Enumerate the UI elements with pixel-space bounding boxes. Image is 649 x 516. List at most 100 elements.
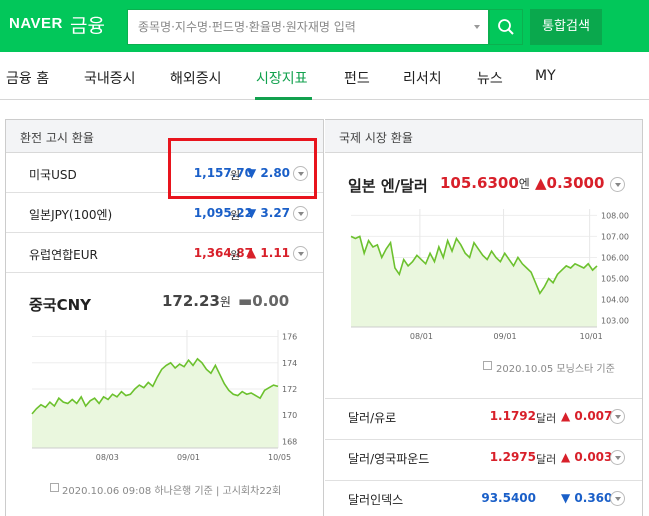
nav-market-indicators[interactable]: 시장지표: [256, 71, 308, 87]
expand-chevron-icon[interactable]: [610, 177, 625, 192]
nav-news[interactable]: 뉴스: [477, 71, 503, 87]
intl-name: 달러/영국파운드: [348, 452, 430, 466]
area-fill: [32, 358, 278, 448]
x-tick-label: 08/03: [96, 453, 119, 462]
expand-chevron-icon[interactable]: [293, 206, 308, 221]
exchange-footnote: 2020.10.06 09:08 하나은행 기준 | 고시회차22회: [62, 486, 282, 497]
intl-row-dollar-index[interactable]: 달러인덱스 93.5400 ▼ 0.3600: [325, 480, 642, 515]
nav-domestic-market[interactable]: 국내증시: [84, 71, 136, 87]
up-arrow-icon: ▲: [561, 409, 571, 423]
y-tick-label: 104.00: [601, 296, 629, 305]
featured-intl-name[interactable]: 일본 엔/달러: [348, 177, 428, 195]
rate-value: 1,157.70: [193, 166, 253, 180]
rate-row-jpy[interactable]: 일본JPY(100엔) 1,095.22 원 ▼ 3.27: [6, 194, 323, 233]
document-icon: [50, 483, 59, 492]
international-rate-panel: 국제 시장 환율 일본 엔/달러 105.6300엔 ▲0.3000 103.0…: [325, 119, 643, 516]
search-input[interactable]: [138, 10, 458, 44]
y-tick-label: 103.00: [601, 317, 629, 326]
y-tick-label: 108.00: [601, 211, 629, 220]
top-header: NAVER 금융 통합검색: [0, 0, 649, 52]
rate-row-eur[interactable]: 유럽연합EUR 1,364.87 원 ▲ 1.11: [6, 234, 323, 273]
x-tick-label: 08/01: [410, 332, 433, 341]
y-tick-label: 172: [282, 385, 297, 394]
x-tick-label: 09/01: [177, 453, 200, 462]
rate-change: ▼ 3.27: [247, 206, 291, 220]
flat-icon: ▬: [238, 292, 253, 310]
jpy-chart: 103.00 104.00 105.00 106.00 107.00 108.00 08/0…: [350, 209, 629, 341]
down-arrow-icon: ▼: [247, 206, 257, 220]
search-box: [127, 9, 489, 45]
intl-value: 93.5400: [481, 491, 536, 505]
expand-chevron-icon[interactable]: [610, 409, 625, 424]
y-tick-label: 168: [282, 437, 297, 446]
down-arrow-icon: ▼: [561, 491, 571, 505]
rate-value: 1,364.87: [193, 246, 253, 260]
y-tick-label: 176: [282, 333, 297, 342]
featured-currency-name[interactable]: 중국CNY: [29, 296, 92, 314]
nav-my[interactable]: MY: [535, 68, 556, 84]
search-dropdown-icon[interactable]: [474, 25, 480, 29]
exchange-rate-title: 환전 고시 환율: [6, 120, 323, 153]
intl-unit: 달러: [536, 412, 557, 425]
y-tick-label: 174: [282, 359, 297, 368]
intl-value: 1.2975: [489, 450, 536, 464]
intl-row-eur[interactable]: 달러/유로 1.1792 달러 ▲ 0.0077: [325, 398, 642, 433]
x-tick-label: 10/05: [268, 453, 291, 462]
expand-chevron-icon[interactable]: [610, 450, 625, 465]
rate-unit: 원: [230, 209, 241, 222]
intl-value: 1.1792: [489, 409, 536, 423]
intl-footnote: 2020.10.05 모닝스타 기준: [496, 364, 615, 375]
series-line: [350, 235, 598, 295]
intl-row-gbp[interactable]: 달러/영국파운드 1.2975 달러 ▲ 0.0039: [325, 439, 642, 474]
up-arrow-icon: ▲: [561, 450, 571, 464]
area-fill: [351, 236, 597, 327]
featured-intl-change: ▲0.3000: [535, 174, 605, 192]
naver-logo[interactable]: NAVER: [9, 15, 63, 32]
nav-research[interactable]: 리서치: [403, 71, 442, 87]
up-arrow-icon: ▲: [535, 174, 547, 192]
rate-unit: 원: [230, 249, 241, 262]
intl-change: ▲ 0.0077: [561, 409, 621, 423]
intl-change: ▼ 0.3600: [561, 491, 621, 505]
nav-fund[interactable]: 펀드: [344, 71, 370, 87]
search-button[interactable]: [489, 9, 523, 45]
rate-name: 일본JPY(100엔): [29, 208, 113, 222]
rate-name: 미국USD: [29, 168, 77, 182]
exchange-rate-panel: 환전 고시 환율 미국USD 1,157.70 원 ▼ 2.80 일본JPY(1…: [5, 119, 324, 516]
y-tick-label: 106.00: [601, 253, 629, 262]
expand-chevron-icon[interactable]: [293, 166, 308, 181]
nav-finance-home[interactable]: 금융 홈: [6, 71, 50, 87]
main-nav: 금융 홈 국내증시 해외증시 시장지표 펀드 리서치 뉴스 MY: [0, 52, 649, 100]
featured-intl-value: 105.6300엔: [440, 174, 530, 192]
rate-change: ▲ 1.11: [247, 246, 291, 260]
rate-value: 1,095.22: [193, 206, 253, 220]
total-search-button[interactable]: 통합검색: [530, 9, 602, 45]
intl-change: ▲ 0.0039: [561, 450, 621, 464]
up-arrow-icon: ▲: [247, 246, 257, 260]
document-icon: [483, 361, 492, 370]
y-tick-label: 170: [282, 411, 297, 420]
international-rate-title: 국제 시장 환율: [325, 120, 642, 153]
highlight-box: [168, 138, 317, 199]
x-tick-label: 09/01: [494, 332, 517, 341]
intl-name: 달러인덱스: [348, 493, 404, 507]
y-tick-label: 107.00: [601, 232, 629, 241]
featured-currency-change: ▬0.00: [238, 292, 290, 310]
rate-change: ▼ 2.80: [247, 166, 291, 180]
finance-logo[interactable]: 금융: [70, 15, 105, 37]
cny-chart: 168 170 172 174 176 08/03 09/01 10/05: [31, 330, 297, 462]
intl-unit: 달러: [536, 453, 557, 466]
search-icon: [498, 19, 514, 35]
rate-row-usd[interactable]: 미국USD 1,157.70 원 ▼ 2.80: [6, 154, 323, 193]
nav-active-indicator: [255, 97, 312, 100]
down-arrow-icon: ▼: [247, 166, 257, 180]
nav-overseas-market[interactable]: 해외증시: [170, 71, 222, 87]
intl-name: 달러/유로: [348, 411, 397, 425]
x-tick-label: 10/01: [580, 332, 603, 341]
expand-chevron-icon[interactable]: [610, 491, 625, 506]
rate-name: 유럽연합EUR: [29, 248, 98, 262]
featured-currency-value: 172.23원: [162, 292, 231, 310]
expand-chevron-icon[interactable]: [293, 246, 308, 261]
rate-unit: 원: [230, 169, 241, 182]
y-tick-label: 105.00: [601, 275, 629, 284]
